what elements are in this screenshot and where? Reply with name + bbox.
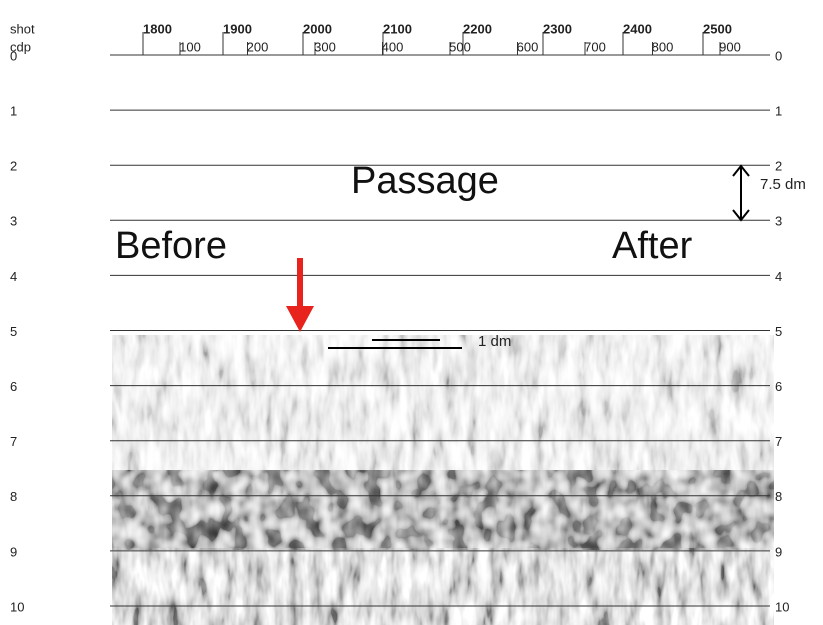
- depth-label-left: 4: [10, 269, 17, 284]
- red-arrow: [286, 258, 314, 332]
- cdp-label: 300: [314, 39, 336, 54]
- height-arrow: [733, 166, 749, 220]
- cdp-label: 700: [584, 39, 606, 54]
- depth-label-left: 1: [10, 104, 17, 119]
- depth-label-right: 2: [775, 159, 782, 174]
- depth-label-left: 3: [10, 214, 17, 229]
- before-label: Before: [115, 225, 227, 267]
- shot-label: 2100: [383, 21, 412, 36]
- depth-label-right: 4: [775, 269, 782, 284]
- cdp-label: 600: [517, 39, 539, 54]
- cdp-label: 500: [449, 39, 471, 54]
- depth-label-right: 1: [775, 104, 782, 119]
- cdp-label: 900: [719, 39, 741, 54]
- after-label: After: [612, 225, 693, 267]
- cdp-label: 100: [179, 39, 201, 54]
- shot-label: 2400: [623, 21, 652, 36]
- depth-label-left: 8: [10, 489, 17, 504]
- depth-label-left: 7: [10, 434, 17, 449]
- depth-label-right: 5: [775, 324, 782, 339]
- shot-label: 2000: [303, 21, 332, 36]
- shot-label: 1800: [143, 21, 172, 36]
- cdp-label: 800: [652, 39, 674, 54]
- depth-label-right: 9: [775, 544, 782, 559]
- depth-label-left: 9: [10, 544, 17, 559]
- depth-label-left: 10: [10, 599, 24, 614]
- height-label: 7.5 dm: [760, 176, 806, 193]
- shot-label: 2300: [543, 21, 572, 36]
- depth-label-right: 3: [775, 214, 782, 229]
- depth-label-left: 0: [10, 48, 17, 63]
- passage-label: Passage: [351, 160, 499, 202]
- shot-label: 1900: [223, 21, 252, 36]
- depth-label-left: 5: [10, 324, 17, 339]
- depth-label-right: 7: [775, 434, 782, 449]
- shot-label: 2200: [463, 21, 492, 36]
- cdp-label: 200: [247, 39, 269, 54]
- depth-label-right: 0: [775, 48, 782, 63]
- depth-label-left: 2: [10, 159, 17, 174]
- shot-label: shot: [10, 21, 35, 36]
- depth-label-right: 6: [775, 379, 782, 394]
- depth-label-left: 6: [10, 379, 17, 394]
- depth-label-right: 8: [775, 489, 782, 504]
- scale-label: 1 dm: [478, 333, 511, 350]
- depth-label-right: 10: [775, 599, 789, 614]
- radar-image: [112, 335, 774, 625]
- radargram-figure: shot cdp Passage Before After 7.5 dm 1 d…: [0, 0, 823, 625]
- cdp-label: 400: [382, 39, 404, 54]
- shot-label: 2500: [703, 21, 732, 36]
